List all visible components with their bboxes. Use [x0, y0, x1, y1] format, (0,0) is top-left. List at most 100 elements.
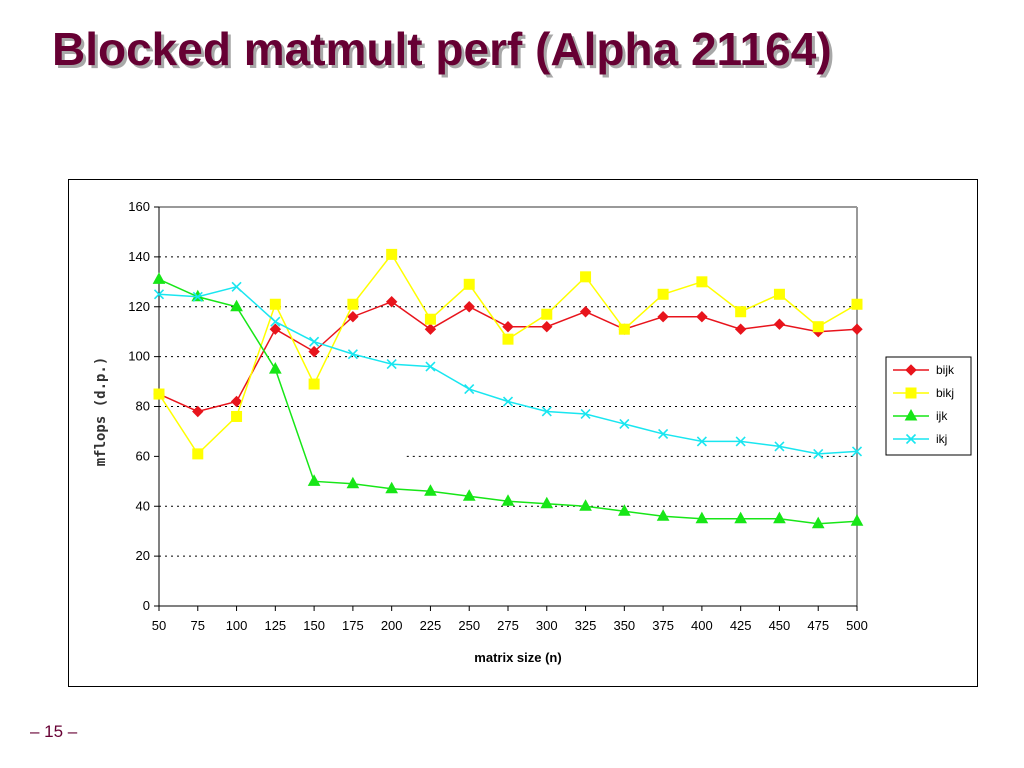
- point-bijk-450: [773, 318, 786, 330]
- point-ikj-100: [231, 281, 242, 292]
- point-ikj-450: [774, 441, 785, 452]
- point-ijk-500: [850, 514, 864, 526]
- point-bijk-200: [385, 296, 398, 308]
- point-bikj-375: [657, 288, 669, 300]
- point-bijk-125: [269, 323, 282, 335]
- x-tick-label-175: 175: [342, 618, 364, 633]
- point-ikj-150: [309, 336, 320, 347]
- point-ikj-350: [619, 418, 630, 430]
- x-tick-label-475: 475: [807, 618, 829, 633]
- x-tick-label-450: 450: [769, 618, 791, 633]
- point-bikj-275: [502, 333, 514, 345]
- legend: bijk bikj ijk ikj: [885, 356, 972, 456]
- y-tick-label-160: 160: [128, 199, 150, 214]
- point-bikj-225: [424, 313, 436, 325]
- point-bikj-500: [851, 298, 863, 310]
- point-ijk-225: [424, 484, 437, 496]
- point-ijk-425: [734, 511, 748, 524]
- x-tick-label-300: 300: [536, 618, 558, 633]
- point-bijk-500: [851, 323, 863, 335]
- point-ijk-400: [695, 511, 709, 524]
- series-line-bikj: [158, 253, 858, 456]
- point-bijk-300: [541, 320, 553, 333]
- point-ijk-200: [385, 481, 399, 494]
- point-bijk-325: [579, 306, 592, 318]
- point-ikj-425: [735, 436, 746, 447]
- point-ijk-300: [540, 496, 554, 509]
- x-tick-label-425: 425: [730, 618, 752, 633]
- x-tick-label-250: 250: [458, 618, 480, 633]
- x-tick-label-75: 75: [191, 618, 205, 633]
- point-bikj-100: [231, 410, 243, 422]
- point-ijk-375: [656, 509, 670, 521]
- legend-marker-ikj: [905, 433, 917, 445]
- x-tick-label-350: 350: [613, 618, 635, 633]
- point-bikj-450: [773, 288, 785, 300]
- y-axis-title: mflops (d.p.): [93, 357, 109, 467]
- point-bikj-425: [735, 306, 747, 318]
- series-bikj: [153, 248, 863, 460]
- point-bikj-250: [463, 278, 475, 290]
- point-bijk-275: [502, 320, 514, 333]
- chart-frame: 0 20 40 60 80 100 120 140 160 50 75 100 125 150 175 200…: [68, 179, 978, 687]
- x-tick-label-100: 100: [226, 618, 248, 633]
- point-ikj-225: [425, 361, 436, 372]
- legend-box: [885, 356, 972, 456]
- point-ijk-325: [579, 499, 592, 511]
- x-tick-label-150: 150: [303, 618, 325, 633]
- point-ijk-475: [811, 516, 825, 529]
- point-bijk-400: [696, 311, 708, 323]
- point-bikj-175: [347, 298, 359, 310]
- legend-marker-ijk: [904, 408, 918, 421]
- point-ikj-175: [347, 349, 358, 360]
- point-ikj-125: [270, 316, 281, 327]
- point-bijk-250: [463, 301, 475, 313]
- point-ikj-325: [580, 408, 591, 420]
- point-bikj-350: [618, 323, 630, 335]
- point-bijk-175: [347, 311, 359, 323]
- series-ijk: [152, 272, 864, 529]
- point-ijk-100: [230, 299, 243, 312]
- legend-label-ijk: ijk: [936, 409, 948, 423]
- line-chart: 0 20 40 60 80 100 120 140 160 50 75 100 125 150 175 200…: [93, 199, 972, 665]
- point-bijk-150: [308, 345, 320, 358]
- point-ijk-275: [501, 494, 515, 506]
- x-tick-label-50: 50: [152, 618, 166, 633]
- y-tick-label-20: 20: [136, 548, 150, 563]
- point-ikj-250: [464, 383, 475, 395]
- x-tick-label-200: 200: [381, 618, 403, 633]
- point-bikj-50: [153, 388, 165, 400]
- point-bijk-425: [734, 323, 747, 335]
- x-tick-label-325: 325: [575, 618, 597, 633]
- y-tick-label-60: 60: [136, 448, 150, 463]
- point-ikj-200: [386, 359, 397, 370]
- series-bijk: [153, 296, 863, 418]
- page-number: – 15 –: [30, 722, 78, 741]
- point-bikj-325: [580, 271, 592, 283]
- legend-label-ikj: ikj: [936, 432, 947, 446]
- point-ikj-75: [192, 291, 203, 302]
- x-axis-title: matrix size (n): [474, 650, 561, 665]
- point-ijk-125: [268, 362, 282, 374]
- point-bikj-400: [696, 276, 708, 288]
- point-bijk-100: [230, 395, 243, 408]
- legend-marker-bijk: [905, 364, 917, 376]
- point-ikj-300: [541, 406, 552, 417]
- point-ikj-50: [153, 289, 165, 300]
- point-ijk-350: [617, 504, 631, 516]
- point-bikj-200: [386, 248, 398, 260]
- y-tick-label-0: 0: [143, 598, 150, 613]
- point-bikj-125: [269, 298, 281, 310]
- series-line-ikj: [158, 285, 858, 455]
- x-tick-label-225: 225: [420, 618, 442, 633]
- point-bikj-300: [541, 308, 553, 320]
- point-bijk-75: [192, 405, 204, 418]
- legend-marker-bikj: [905, 387, 917, 399]
- x-tick-label-125: 125: [264, 618, 286, 633]
- y-tick-label-120: 120: [128, 299, 150, 314]
- x-tick-label-275: 275: [497, 618, 519, 633]
- y-tick-label-80: 80: [136, 399, 150, 414]
- point-bikj-475: [812, 321, 824, 333]
- point-ikj-400: [696, 436, 707, 447]
- point-bikj-75: [192, 448, 204, 460]
